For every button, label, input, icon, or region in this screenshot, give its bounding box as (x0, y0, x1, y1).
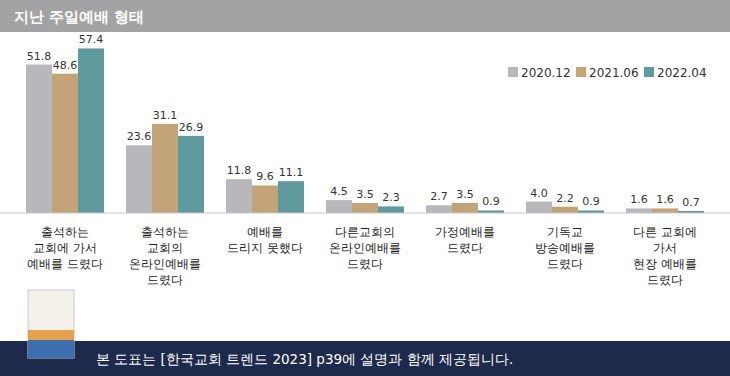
category-label-line: 드렸다 (647, 273, 683, 287)
legend-label: 2020.12 (521, 66, 571, 80)
legend-label: 2021.06 (589, 66, 639, 80)
data-label: 0.9 (482, 195, 500, 208)
category-label-line: 출석하는 (41, 225, 89, 239)
category-label: 예배를드리지 못했다 (227, 225, 303, 255)
bar (626, 208, 652, 213)
baseline (0, 213, 730, 214)
category-label-line: 드렸다 (147, 273, 183, 287)
chart-root: 지난 주일예배 형태 51.848.657.4 23.631.126.9 11.8 9.… (0, 0, 730, 376)
category-label-line: 교회에 가서 (33, 241, 97, 255)
bar (126, 145, 152, 213)
bar (326, 200, 352, 213)
category-label-line: 예배를 (247, 225, 283, 239)
bar (378, 206, 404, 213)
data-label: 0.9 (582, 195, 600, 208)
category-label-line: 가정예배를 (435, 225, 495, 239)
category-label-line: 기독교 (547, 225, 583, 239)
bar (52, 74, 78, 213)
data-label: 11.8 (227, 164, 252, 177)
bar (252, 185, 278, 213)
category-label-line: 다른교회의 (335, 225, 395, 239)
data-label: 9.6 (256, 170, 274, 183)
category-label-line: 드렸다 (347, 257, 383, 271)
legend-swatch (644, 67, 654, 77)
data-label: 23.6 (127, 130, 152, 143)
category-label: 출석하는교회에 가서예배를 드렸다 (27, 225, 103, 271)
bar (78, 48, 104, 213)
category-label: 가정예배를드렸다 (435, 225, 495, 255)
bar (426, 205, 452, 213)
category-label-line: 드렸다 (547, 257, 583, 271)
category-label-line: 가서 (653, 241, 677, 255)
book-band (28, 330, 74, 340)
category-label-line: 현장 예배를 (633, 257, 697, 271)
bars (26, 48, 704, 213)
bar (278, 181, 304, 213)
category-label-line: 출석하는 (141, 225, 189, 239)
category-label-line: 드리지 못했다 (227, 241, 303, 255)
category-label: 출석하는교회의온라인예배를드렸다 (129, 225, 201, 287)
legend: 2020.12 2021.06 2022.04 (508, 66, 707, 80)
data-label: 1.6 (656, 193, 674, 206)
bar (352, 203, 378, 213)
category-label: 다른교회의온라인예배를드렸다 (329, 225, 401, 271)
data-label: 31.1 (153, 109, 178, 122)
data-label: 2.3 (382, 191, 400, 204)
data-label: 57.4 (79, 33, 104, 46)
bar (452, 203, 478, 213)
legend-label: 2022.04 (657, 66, 707, 80)
category-label-line: 교회의 (147, 241, 183, 255)
book-bottom (28, 340, 74, 358)
footer-note: 본 도표는 [한국교회 트렌드 2023] p39에 설명과 함께 제공됩니다. (96, 351, 513, 367)
legend-swatch (508, 67, 518, 77)
bar (152, 124, 178, 213)
data-label: 4.5 (330, 185, 348, 198)
title-bar (0, 0, 730, 32)
data-label: 0.7 (682, 196, 700, 209)
data-labels: 51.848.657.4 23.631.126.9 11.8 9.6 11.1 4.5 3.… (27, 33, 700, 209)
bar (552, 207, 578, 213)
category-label-line: 다른 교회에 (633, 225, 697, 239)
bar (526, 202, 552, 213)
data-label: 4.0 (530, 187, 548, 200)
category-label: 기독교방송예배를드렸다 (535, 225, 595, 271)
footer-bar (0, 341, 730, 376)
book-cover (28, 290, 74, 358)
data-label: 51.8 (27, 50, 52, 63)
category-label-line: 온라인예배를 (129, 257, 201, 271)
data-label: 3.5 (356, 188, 374, 201)
bar (26, 65, 52, 213)
category-label-line: 드렸다 (447, 241, 483, 255)
bar (652, 208, 678, 213)
data-label: 2.2 (556, 192, 574, 205)
data-label: 1.6 (630, 193, 648, 206)
data-label: 48.6 (53, 59, 78, 72)
data-label: 2.7 (430, 190, 448, 203)
title: 지난 주일예배 형태 (14, 8, 144, 26)
data-label: 3.5 (456, 188, 474, 201)
category-label-line: 온라인예배를 (329, 241, 401, 255)
category-label: 다른 교회에가서현장 예배를드렸다 (633, 225, 697, 287)
data-label: 26.9 (179, 121, 204, 134)
category-label-line: 예배를 드렸다 (27, 257, 103, 271)
bar (178, 136, 204, 213)
category-label-line: 방송예배를 (535, 241, 595, 255)
bar (226, 179, 252, 213)
data-label: 11.1 (279, 166, 304, 179)
legend-swatch (576, 67, 586, 77)
chart-svg: 지난 주일예배 형태 51.848.657.4 23.631.126.9 11.8 9.… (0, 0, 730, 376)
